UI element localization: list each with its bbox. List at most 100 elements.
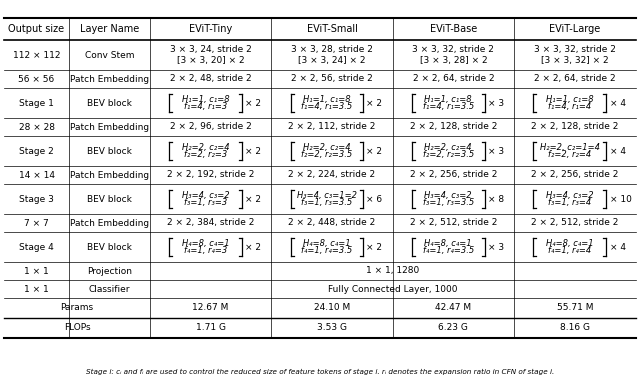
- Text: BEV block: BEV block: [87, 194, 132, 203]
- Text: 2 × 2, 256, stride 2: 2 × 2, 256, stride 2: [531, 170, 619, 179]
- Text: 2 × 2, 128, stride 2: 2 × 2, 128, stride 2: [410, 123, 497, 132]
- Text: H₁=1, c₁=8: H₁=1, c₁=8: [546, 95, 594, 104]
- Text: BEV block: BEV block: [87, 147, 132, 156]
- Text: 2 × 2, 448, stride 2: 2 × 2, 448, stride 2: [289, 218, 376, 227]
- Text: f₂=2, r₂=3.5: f₂=2, r₂=3.5: [422, 150, 474, 159]
- Text: f₃=1, r₃=3: f₃=1, r₃=3: [184, 198, 227, 207]
- Text: Params: Params: [60, 303, 93, 312]
- Text: H₁=1, c₁=8: H₁=1, c₁=8: [424, 95, 472, 104]
- Text: 28 × 28: 28 × 28: [19, 123, 54, 132]
- Text: H₂=2, c₂=4: H₂=2, c₂=4: [182, 143, 229, 152]
- Text: × 4: × 4: [609, 243, 625, 252]
- Text: 2 × 2, 512, stride 2: 2 × 2, 512, stride 2: [531, 218, 619, 227]
- Text: 2 × 2, 256, stride 2: 2 × 2, 256, stride 2: [410, 170, 497, 179]
- Text: H₃=4, c₃=2: H₃=4, c₃=2: [182, 191, 229, 200]
- Text: × 2: × 2: [245, 243, 261, 252]
- Text: 3.53 G: 3.53 G: [317, 323, 347, 332]
- Text: 1.71 G: 1.71 G: [196, 323, 226, 332]
- Text: × 2: × 2: [366, 243, 382, 252]
- Text: Stage 1: Stage 1: [19, 99, 54, 108]
- Text: BEV block: BEV block: [87, 99, 132, 108]
- Text: × 8: × 8: [488, 194, 504, 203]
- Text: Patch Embedding: Patch Embedding: [70, 218, 149, 227]
- Text: 2 × 2, 48, stride 2: 2 × 2, 48, stride 2: [170, 74, 252, 83]
- Text: 3 × 3, 32, stride 2
[3 × 3, 28] × 2: 3 × 3, 32, stride 2 [3 × 3, 28] × 2: [412, 45, 494, 65]
- Text: 2 × 2, 96, stride 2: 2 × 2, 96, stride 2: [170, 123, 252, 132]
- Text: f₄=1, r₄=3.5: f₄=1, r₄=3.5: [301, 246, 353, 255]
- Text: 3 × 3, 32, stride 2
[3 × 3, 32] × 2: 3 × 3, 32, stride 2 [3 × 3, 32] × 2: [534, 45, 616, 65]
- Text: FLOPs: FLOPs: [64, 323, 90, 332]
- Text: × 3: × 3: [488, 243, 504, 252]
- Text: 1 × 1: 1 × 1: [24, 285, 49, 294]
- Text: × 4: × 4: [609, 99, 625, 108]
- Text: BEV block: BEV block: [87, 243, 132, 252]
- Text: 56 × 56: 56 × 56: [19, 74, 54, 83]
- Text: 2 × 2, 56, stride 2: 2 × 2, 56, stride 2: [291, 74, 373, 83]
- Text: 14 × 14: 14 × 14: [19, 170, 54, 179]
- Text: × 2: × 2: [366, 99, 382, 108]
- Text: f₂=2, r₂=3: f₂=2, r₂=3: [184, 150, 227, 159]
- Text: f₁=4, r₁=3.5: f₁=4, r₁=3.5: [301, 102, 353, 111]
- Text: H₂=2, c₂=4: H₂=2, c₂=4: [303, 143, 351, 152]
- Text: EViT-Base: EViT-Base: [429, 24, 477, 34]
- Text: Projection: Projection: [87, 267, 132, 276]
- Text: EViT-Large: EViT-Large: [549, 24, 600, 34]
- Text: 1 × 1, 1280: 1 × 1, 1280: [366, 267, 420, 276]
- Text: Output size: Output size: [8, 24, 65, 34]
- Text: H₃=4, c₃=1=2: H₃=4, c₃=1=2: [297, 191, 357, 200]
- Text: f₂=2, r₂=4: f₂=2, r₂=4: [548, 150, 591, 159]
- Text: Patch Embedding: Patch Embedding: [70, 74, 149, 83]
- Text: 2 × 2, 512, stride 2: 2 × 2, 512, stride 2: [410, 218, 497, 227]
- Text: 8.16 G: 8.16 G: [560, 323, 590, 332]
- Text: × 6: × 6: [366, 194, 383, 203]
- Text: H₂=2, c₂=4: H₂=2, c₂=4: [424, 143, 472, 152]
- Text: × 2: × 2: [245, 147, 261, 156]
- Text: 1 × 1: 1 × 1: [24, 267, 49, 276]
- Text: 2 × 2, 64, stride 2: 2 × 2, 64, stride 2: [534, 74, 616, 83]
- Text: × 2: × 2: [245, 194, 261, 203]
- Text: H₄=8, c₄=1: H₄=8, c₄=1: [424, 239, 472, 248]
- Text: f₁=4, r₁=4: f₁=4, r₁=4: [548, 102, 591, 111]
- Text: 7 × 7: 7 × 7: [24, 218, 49, 227]
- Text: f₄=1, r₄=3: f₄=1, r₄=3: [184, 246, 227, 255]
- Text: Stage i: cᵢ and fᵢ are used to control the reduced size of feature tokens of sta: Stage i: cᵢ and fᵢ are used to control t…: [86, 369, 554, 375]
- Text: 55.71 M: 55.71 M: [557, 303, 593, 312]
- Text: × 3: × 3: [488, 99, 504, 108]
- Text: f₁=4, r₁=3: f₁=4, r₁=3: [184, 102, 227, 111]
- Text: f₄=1, r₄=4: f₄=1, r₄=4: [548, 246, 591, 255]
- Text: 6.23 G: 6.23 G: [438, 323, 468, 332]
- Text: EViT-Tiny: EViT-Tiny: [189, 24, 232, 34]
- Text: 12.67 M: 12.67 M: [193, 303, 229, 312]
- Text: H₁=1, c₁=8: H₁=1, c₁=8: [303, 95, 351, 104]
- Text: Fully Connected Layer, 1000: Fully Connected Layer, 1000: [328, 285, 458, 294]
- Text: Patch Embedding: Patch Embedding: [70, 170, 149, 179]
- Text: × 2: × 2: [245, 99, 261, 108]
- Text: f₃=1, r₃=4: f₃=1, r₃=4: [548, 198, 591, 207]
- Text: EViT-Small: EViT-Small: [307, 24, 358, 34]
- Text: 3 × 3, 28, stride 2
[3 × 3, 24] × 2: 3 × 3, 28, stride 2 [3 × 3, 24] × 2: [291, 45, 373, 65]
- Text: 2 × 2, 192, stride 2: 2 × 2, 192, stride 2: [167, 170, 254, 179]
- Text: H₄=8, c₄=1: H₄=8, c₄=1: [182, 239, 229, 248]
- Text: H₄=8, c₄=1: H₄=8, c₄=1: [303, 239, 351, 248]
- Text: 112 × 112: 112 × 112: [13, 50, 60, 59]
- Text: 3 × 3, 24, stride 2
[3 × 3, 20] × 2: 3 × 3, 24, stride 2 [3 × 3, 20] × 2: [170, 45, 252, 65]
- Text: f₂=2, r₂=3.5: f₂=2, r₂=3.5: [301, 150, 353, 159]
- Text: 42.47 M: 42.47 M: [435, 303, 472, 312]
- Text: Conv Stem: Conv Stem: [84, 50, 134, 59]
- Text: 2 × 2, 224, stride 2: 2 × 2, 224, stride 2: [289, 170, 376, 179]
- Text: f₃=1, r₃=3.5: f₃=1, r₃=3.5: [422, 198, 474, 207]
- Text: Stage 2: Stage 2: [19, 147, 54, 156]
- Text: H₂=2, c₂=1=4: H₂=2, c₂=1=4: [540, 143, 600, 152]
- Text: × 2: × 2: [366, 147, 382, 156]
- Text: × 3: × 3: [488, 147, 504, 156]
- Text: Layer Name: Layer Name: [80, 24, 139, 34]
- Text: Classifier: Classifier: [89, 285, 131, 294]
- Text: H₃=4, c₃=2: H₃=4, c₃=2: [546, 191, 594, 200]
- Text: 24.10 M: 24.10 M: [314, 303, 350, 312]
- Text: 2 × 2, 384, stride 2: 2 × 2, 384, stride 2: [167, 218, 254, 227]
- Text: H₁=1, c₁=8: H₁=1, c₁=8: [182, 95, 229, 104]
- Text: Stage 3: Stage 3: [19, 194, 54, 203]
- Text: f₁=4, r₁=3.5: f₁=4, r₁=3.5: [422, 102, 474, 111]
- Text: 2 × 2, 64, stride 2: 2 × 2, 64, stride 2: [413, 74, 494, 83]
- Text: 2 × 2, 128, stride 2: 2 × 2, 128, stride 2: [531, 123, 619, 132]
